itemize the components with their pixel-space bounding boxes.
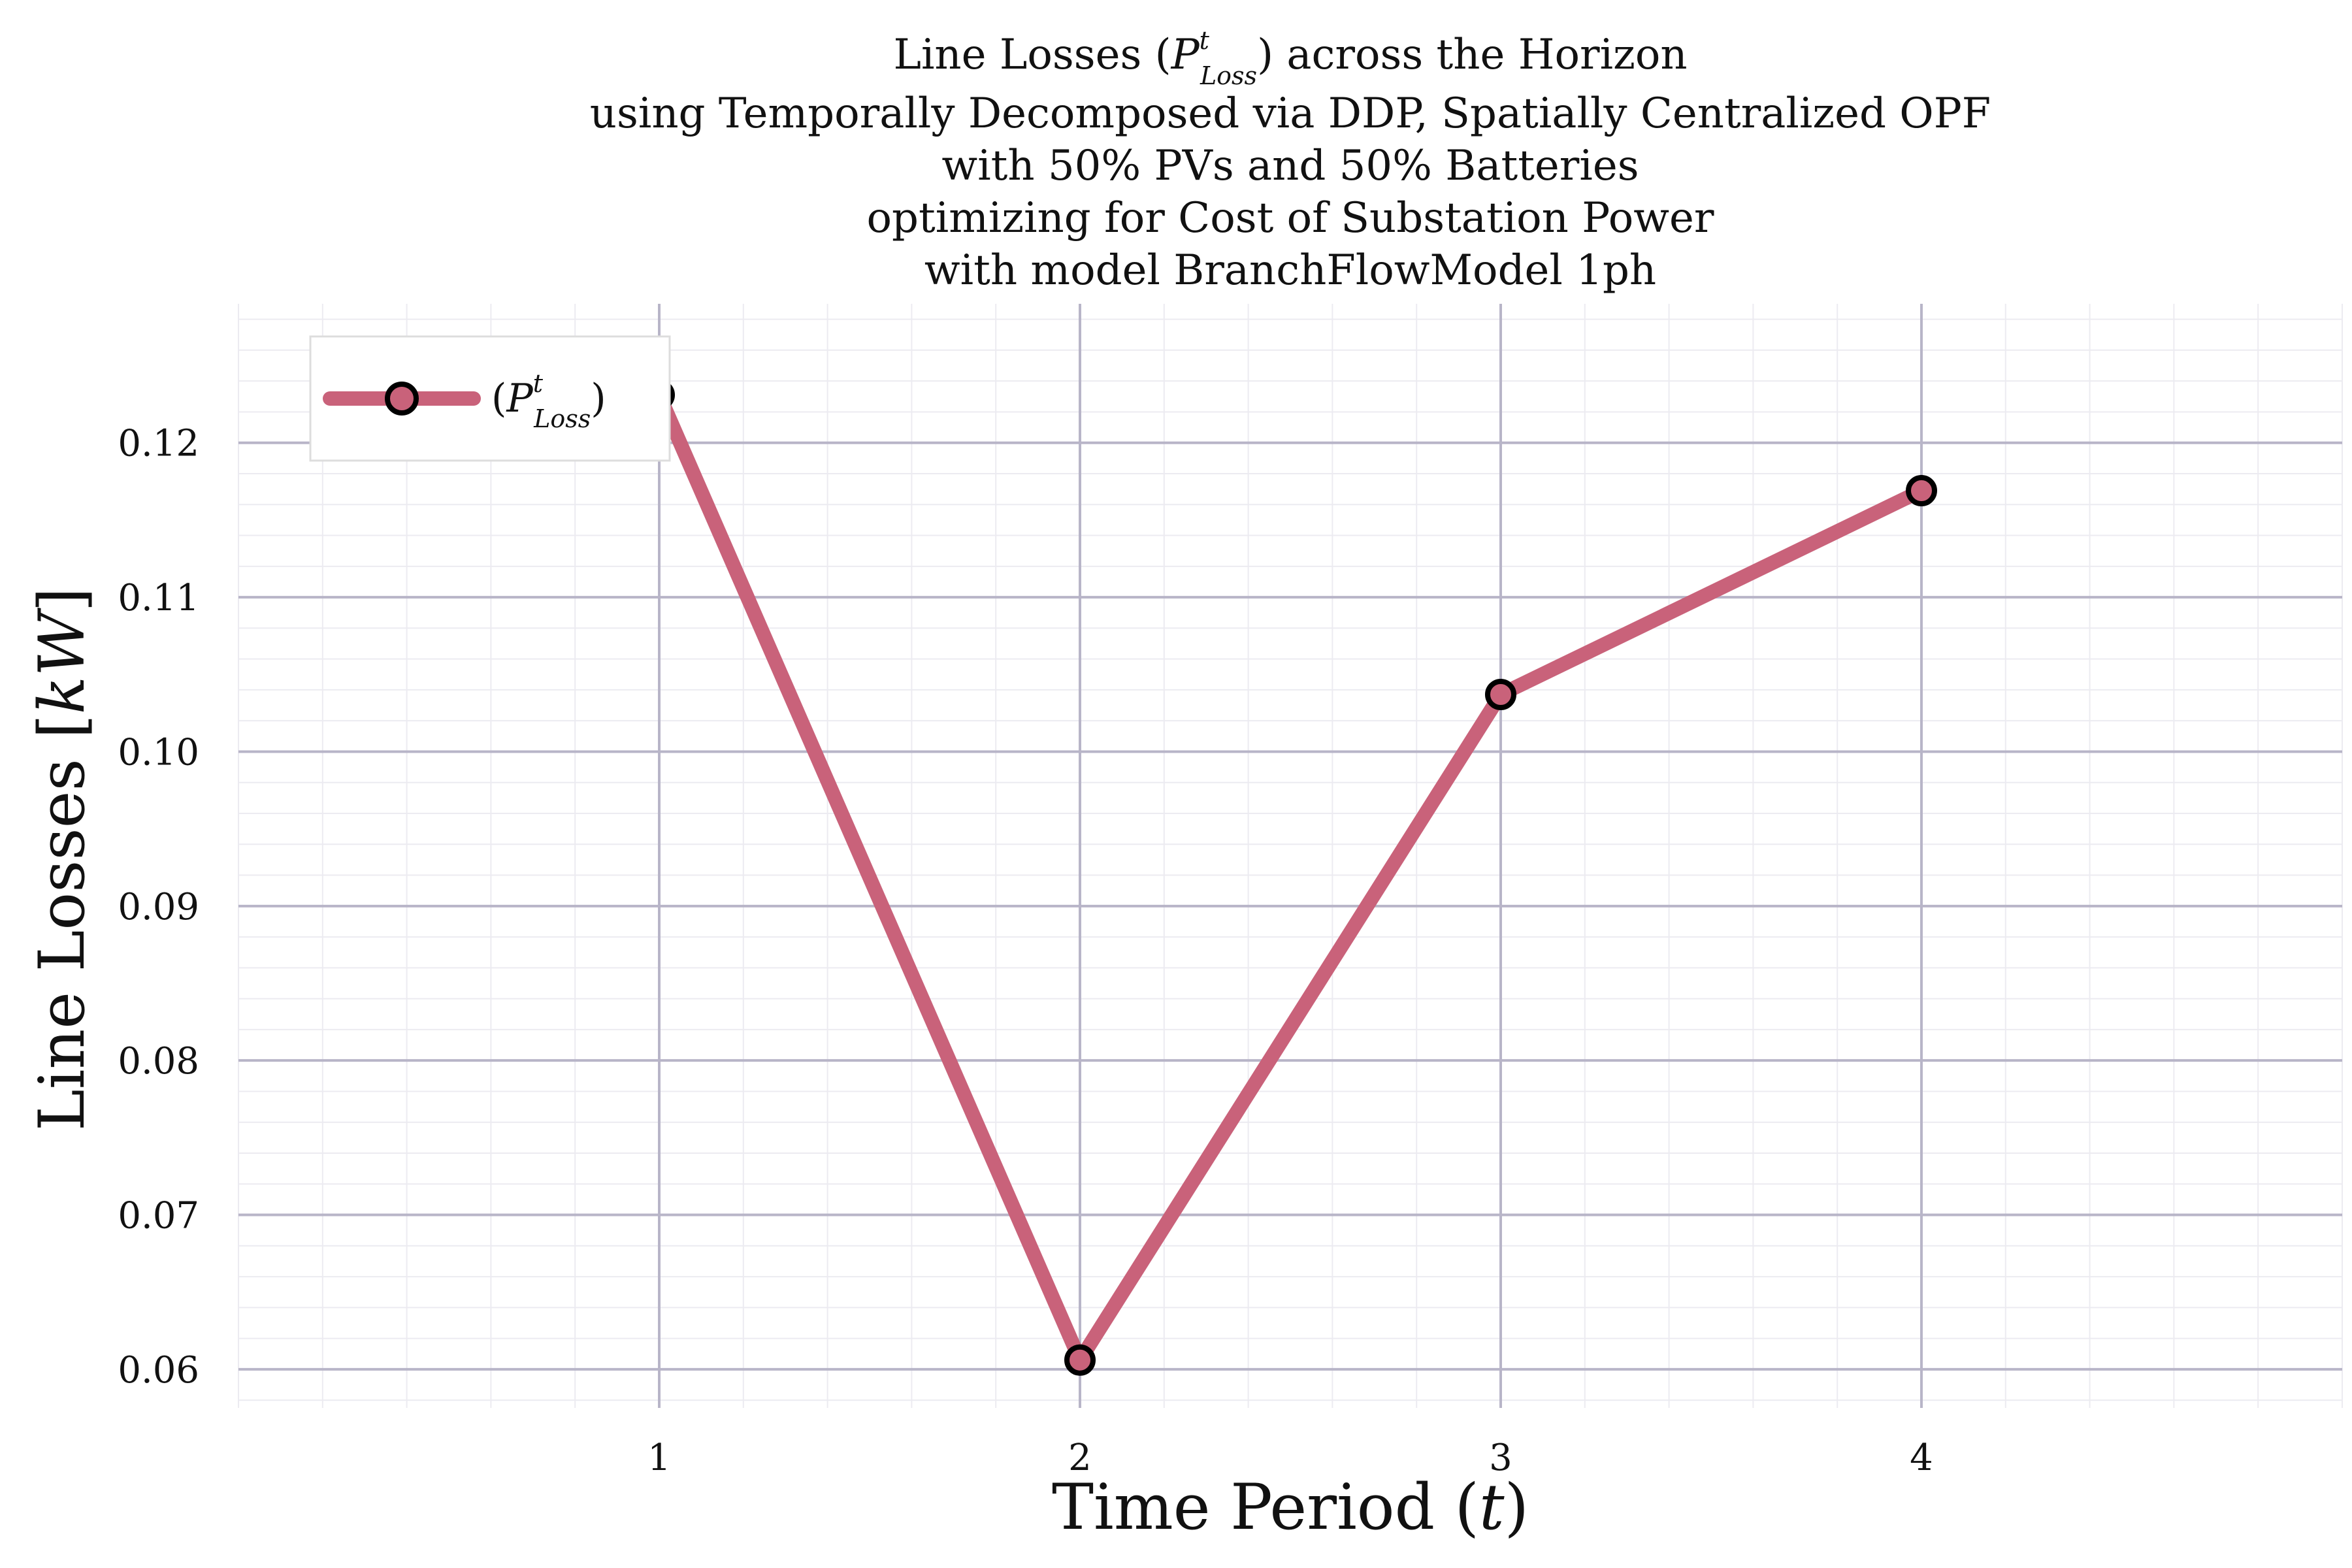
y-axis-label-text: Line Losses [ (25, 714, 99, 1131)
title-symbol-p: P (1171, 31, 1200, 79)
title-line-4: optimizing for Cost of Substation Power (867, 194, 1714, 242)
x-tick-label: 2 (1068, 1437, 1092, 1479)
y-tick-label: 0.07 (118, 1195, 199, 1237)
series-line (652, 387, 1929, 1367)
legend-label-close: ) (591, 376, 606, 421)
title-line-1-prefix: Line Losses ( (893, 31, 1171, 79)
y-axis-label-close: ] (25, 587, 99, 612)
data-point (1906, 475, 1937, 506)
title-line-5: with model BranchFlowModel 1ph (924, 246, 1656, 295)
legend-label: (Pt Loss) (491, 369, 606, 433)
x-tick-labels: 1 2 3 4 (647, 1437, 1933, 1479)
legend-label-sub: Loss (533, 404, 591, 433)
title-symbol-sup: t (1200, 26, 1210, 55)
x-axis-label-symbol: t (1479, 1471, 1505, 1544)
x-tick-label: 4 (1910, 1437, 1933, 1479)
x-axis-label-close: ) (1505, 1471, 1529, 1544)
x-tick-label: 1 (647, 1437, 671, 1479)
x-tick-label: 3 (1489, 1437, 1512, 1479)
y-tick-label: 0.12 (118, 423, 199, 465)
title-symbol-sub: Loss (1200, 61, 1257, 90)
y-axis-label-unit: kW (25, 607, 99, 714)
y-axis-label: Line Losses [kW] (25, 587, 99, 1131)
title-line-1-suffix: ) across the Horizon (1257, 31, 1688, 79)
title-line-2: using Temporally Decomposed via DDP, Spa… (590, 90, 1991, 138)
legend-label-sup: t (533, 369, 544, 398)
y-tick-label: 0.06 (118, 1349, 199, 1392)
x-axis-label: Time Period (t) (1052, 1471, 1529, 1544)
legend-marker-swatch (385, 382, 419, 416)
y-tick-label: 0.11 (118, 577, 199, 619)
grid-major (238, 304, 2342, 1408)
grid-minor (238, 304, 2343, 1408)
legend: (Pt Loss) (309, 335, 671, 462)
title-line-3: with 50% PVs and 50% Batteries (941, 142, 1639, 190)
data-point (1064, 1344, 1096, 1376)
legend-label-open: ( (491, 376, 506, 421)
legend-label-p: P (506, 376, 534, 421)
y-tick-labels: 0.06 0.07 0.08 0.09 0.10 0.11 0.12 (118, 423, 199, 1392)
data-point (1485, 679, 1516, 710)
y-tick-label: 0.08 (118, 1040, 199, 1083)
series-layer (644, 379, 1937, 1376)
chart-title: Line Losses (Pt Loss) across the Horizon … (590, 26, 1991, 295)
y-tick-label: 0.09 (118, 886, 199, 928)
title-line-1: Line Losses (Pt Loss) across the Horizon (893, 26, 1687, 90)
x-axis-label-text: Time Period ( (1052, 1471, 1479, 1544)
y-tick-label: 0.10 (118, 731, 199, 774)
